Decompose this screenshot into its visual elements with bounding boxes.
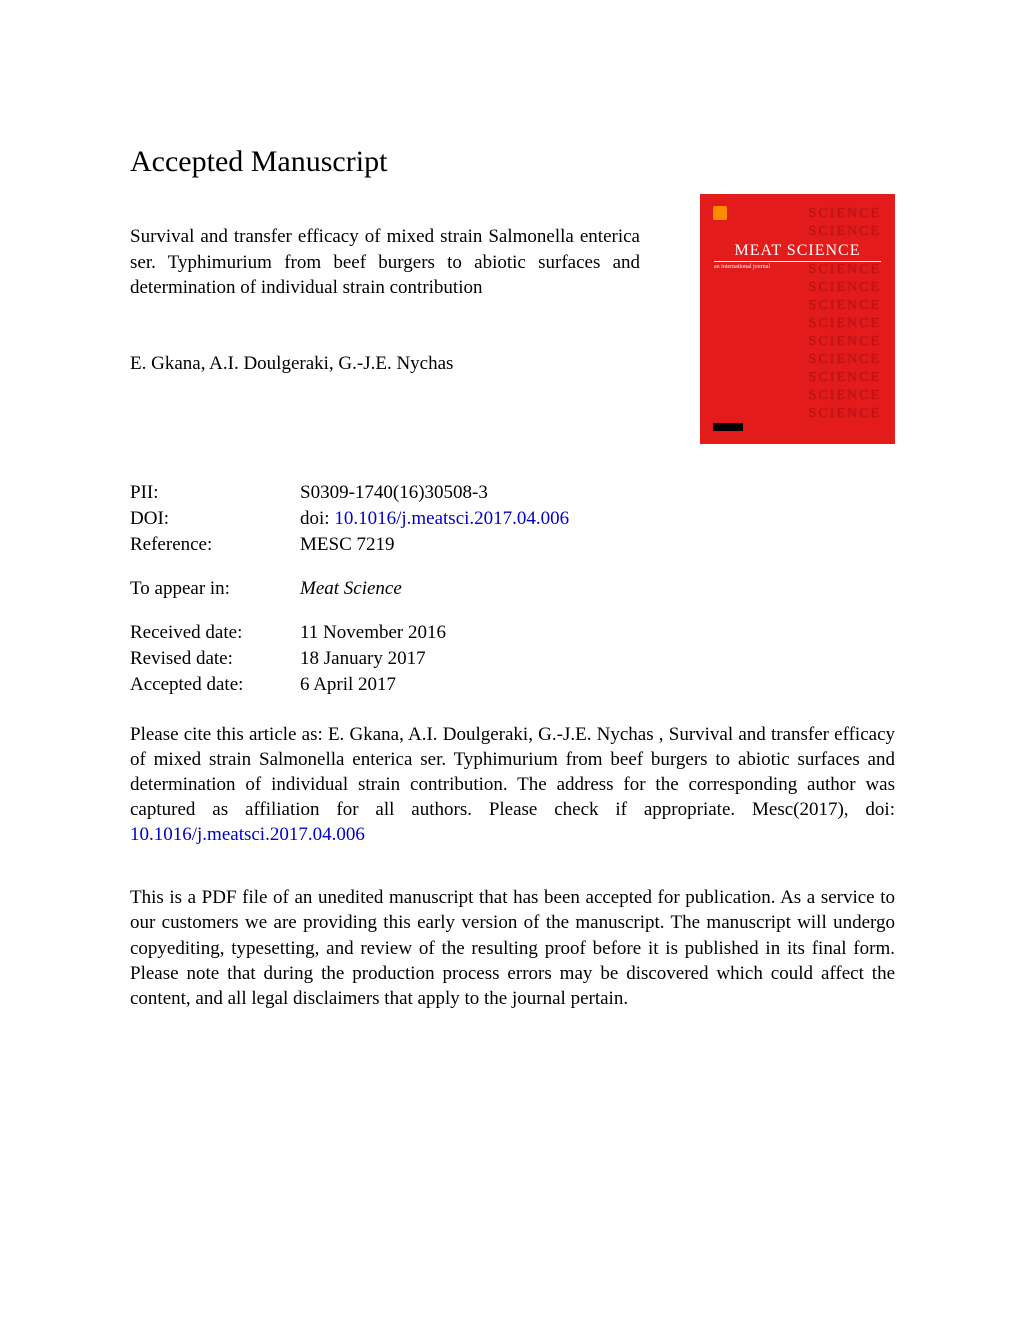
accepted-manuscript-heading: Accepted Manuscript xyxy=(130,145,895,179)
appear-row: To appear in: Meat Science xyxy=(130,578,895,600)
reference-row: Reference: MESC 7219 xyxy=(130,534,895,556)
citation-doi-link[interactable]: 10.1016/j.meatsci.2017.04.006 xyxy=(130,824,365,845)
cover-watermark: SCIENCE xyxy=(809,298,881,314)
cover-inner: SCIENCE SCIENCE MEAT SCIENCE an internat… xyxy=(710,204,885,434)
cover-journal-title: MEAT SCIENCE xyxy=(714,242,881,262)
pii-value: S0309-1740(16)30508-3 xyxy=(300,482,895,504)
accepted-row: Accepted date: 6 April 2017 xyxy=(130,674,895,696)
accepted-value: 6 April 2017 xyxy=(300,674,895,696)
received-value: 11 November 2016 xyxy=(300,622,895,644)
appear-label: To appear in: xyxy=(130,578,300,600)
metadata-table: PII: S0309-1740(16)30508-3 DOI: doi: 10.… xyxy=(130,482,895,696)
citation-text: Please cite this article as: E. Gkana, A… xyxy=(130,724,895,820)
cover-watermark: SCIENCE xyxy=(809,334,881,350)
cover-watermark: SCIENCE xyxy=(809,388,881,404)
title-and-cover-row: Survival and transfer efficacy of mixed … xyxy=(130,224,895,444)
pii-label: PII: xyxy=(130,482,300,504)
cover-watermark: SCIENCE xyxy=(809,406,881,422)
cover-watermark: SCIENCE xyxy=(809,206,881,222)
journal-cover-thumbnail: SCIENCE SCIENCE MEAT SCIENCE an internat… xyxy=(700,194,895,444)
received-label: Received date: xyxy=(130,622,300,644)
reference-value: MESC 7219 xyxy=(300,534,895,556)
cover-subtitle: an international journal xyxy=(714,264,770,270)
article-title: Survival and transfer efficacy of mixed … xyxy=(130,224,640,301)
authors: E. Gkana, A.I. Doulgeraki, G.-J.E. Nycha… xyxy=(130,353,640,375)
doi-value: doi: 10.1016/j.meatsci.2017.04.006 xyxy=(300,508,895,530)
doi-row: DOI: doi: 10.1016/j.meatsci.2017.04.006 xyxy=(130,508,895,530)
cover-watermark: SCIENCE xyxy=(809,352,881,368)
cover-watermark: SCIENCE xyxy=(809,316,881,332)
citation-paragraph: Please cite this article as: E. Gkana, A… xyxy=(130,722,895,847)
doi-link[interactable]: 10.1016/j.meatsci.2017.04.006 xyxy=(334,508,569,529)
cover-bottom-bar xyxy=(713,423,743,431)
title-block: Survival and transfer efficacy of mixed … xyxy=(130,224,640,375)
cover-watermark: SCIENCE xyxy=(809,280,881,296)
cover-watermark: SCIENCE xyxy=(809,370,881,386)
appear-value: Meat Science xyxy=(300,578,895,600)
disclaimer-paragraph: This is a PDF file of an unedited manusc… xyxy=(130,885,895,1010)
revised-row: Revised date: 18 January 2017 xyxy=(130,648,895,670)
doi-prefix: doi: xyxy=(300,508,334,529)
accepted-label: Accepted date: xyxy=(130,674,300,696)
page-container: Accepted Manuscript Survival and transfe… xyxy=(0,0,1020,1011)
revised-label: Revised date: xyxy=(130,648,300,670)
received-row: Received date: 11 November 2016 xyxy=(130,622,895,644)
cover-watermark: SCIENCE xyxy=(809,262,881,278)
elsevier-logo-icon xyxy=(713,206,727,220)
revised-value: 18 January 2017 xyxy=(300,648,895,670)
doi-label: DOI: xyxy=(130,508,300,530)
reference-label: Reference: xyxy=(130,534,300,556)
cover-watermark: SCIENCE xyxy=(809,224,881,240)
pii-row: PII: S0309-1740(16)30508-3 xyxy=(130,482,895,504)
